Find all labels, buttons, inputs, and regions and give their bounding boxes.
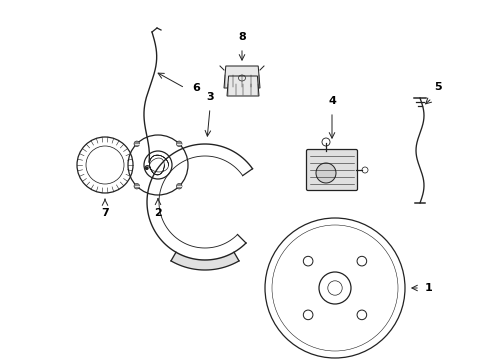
Text: 7: 7 — [101, 208, 109, 218]
Polygon shape — [224, 66, 260, 88]
Text: 8: 8 — [238, 32, 246, 42]
Text: 1: 1 — [425, 283, 433, 293]
Circle shape — [176, 183, 182, 189]
Text: 4: 4 — [328, 96, 336, 106]
Circle shape — [176, 141, 182, 147]
Text: 3: 3 — [206, 92, 214, 102]
Text: 6: 6 — [192, 83, 200, 93]
Circle shape — [134, 141, 140, 147]
Text: 5: 5 — [434, 82, 442, 92]
Circle shape — [134, 183, 140, 189]
Polygon shape — [171, 252, 239, 270]
FancyBboxPatch shape — [307, 149, 358, 190]
Text: 2: 2 — [154, 208, 162, 218]
Circle shape — [316, 163, 336, 183]
Polygon shape — [227, 76, 259, 96]
